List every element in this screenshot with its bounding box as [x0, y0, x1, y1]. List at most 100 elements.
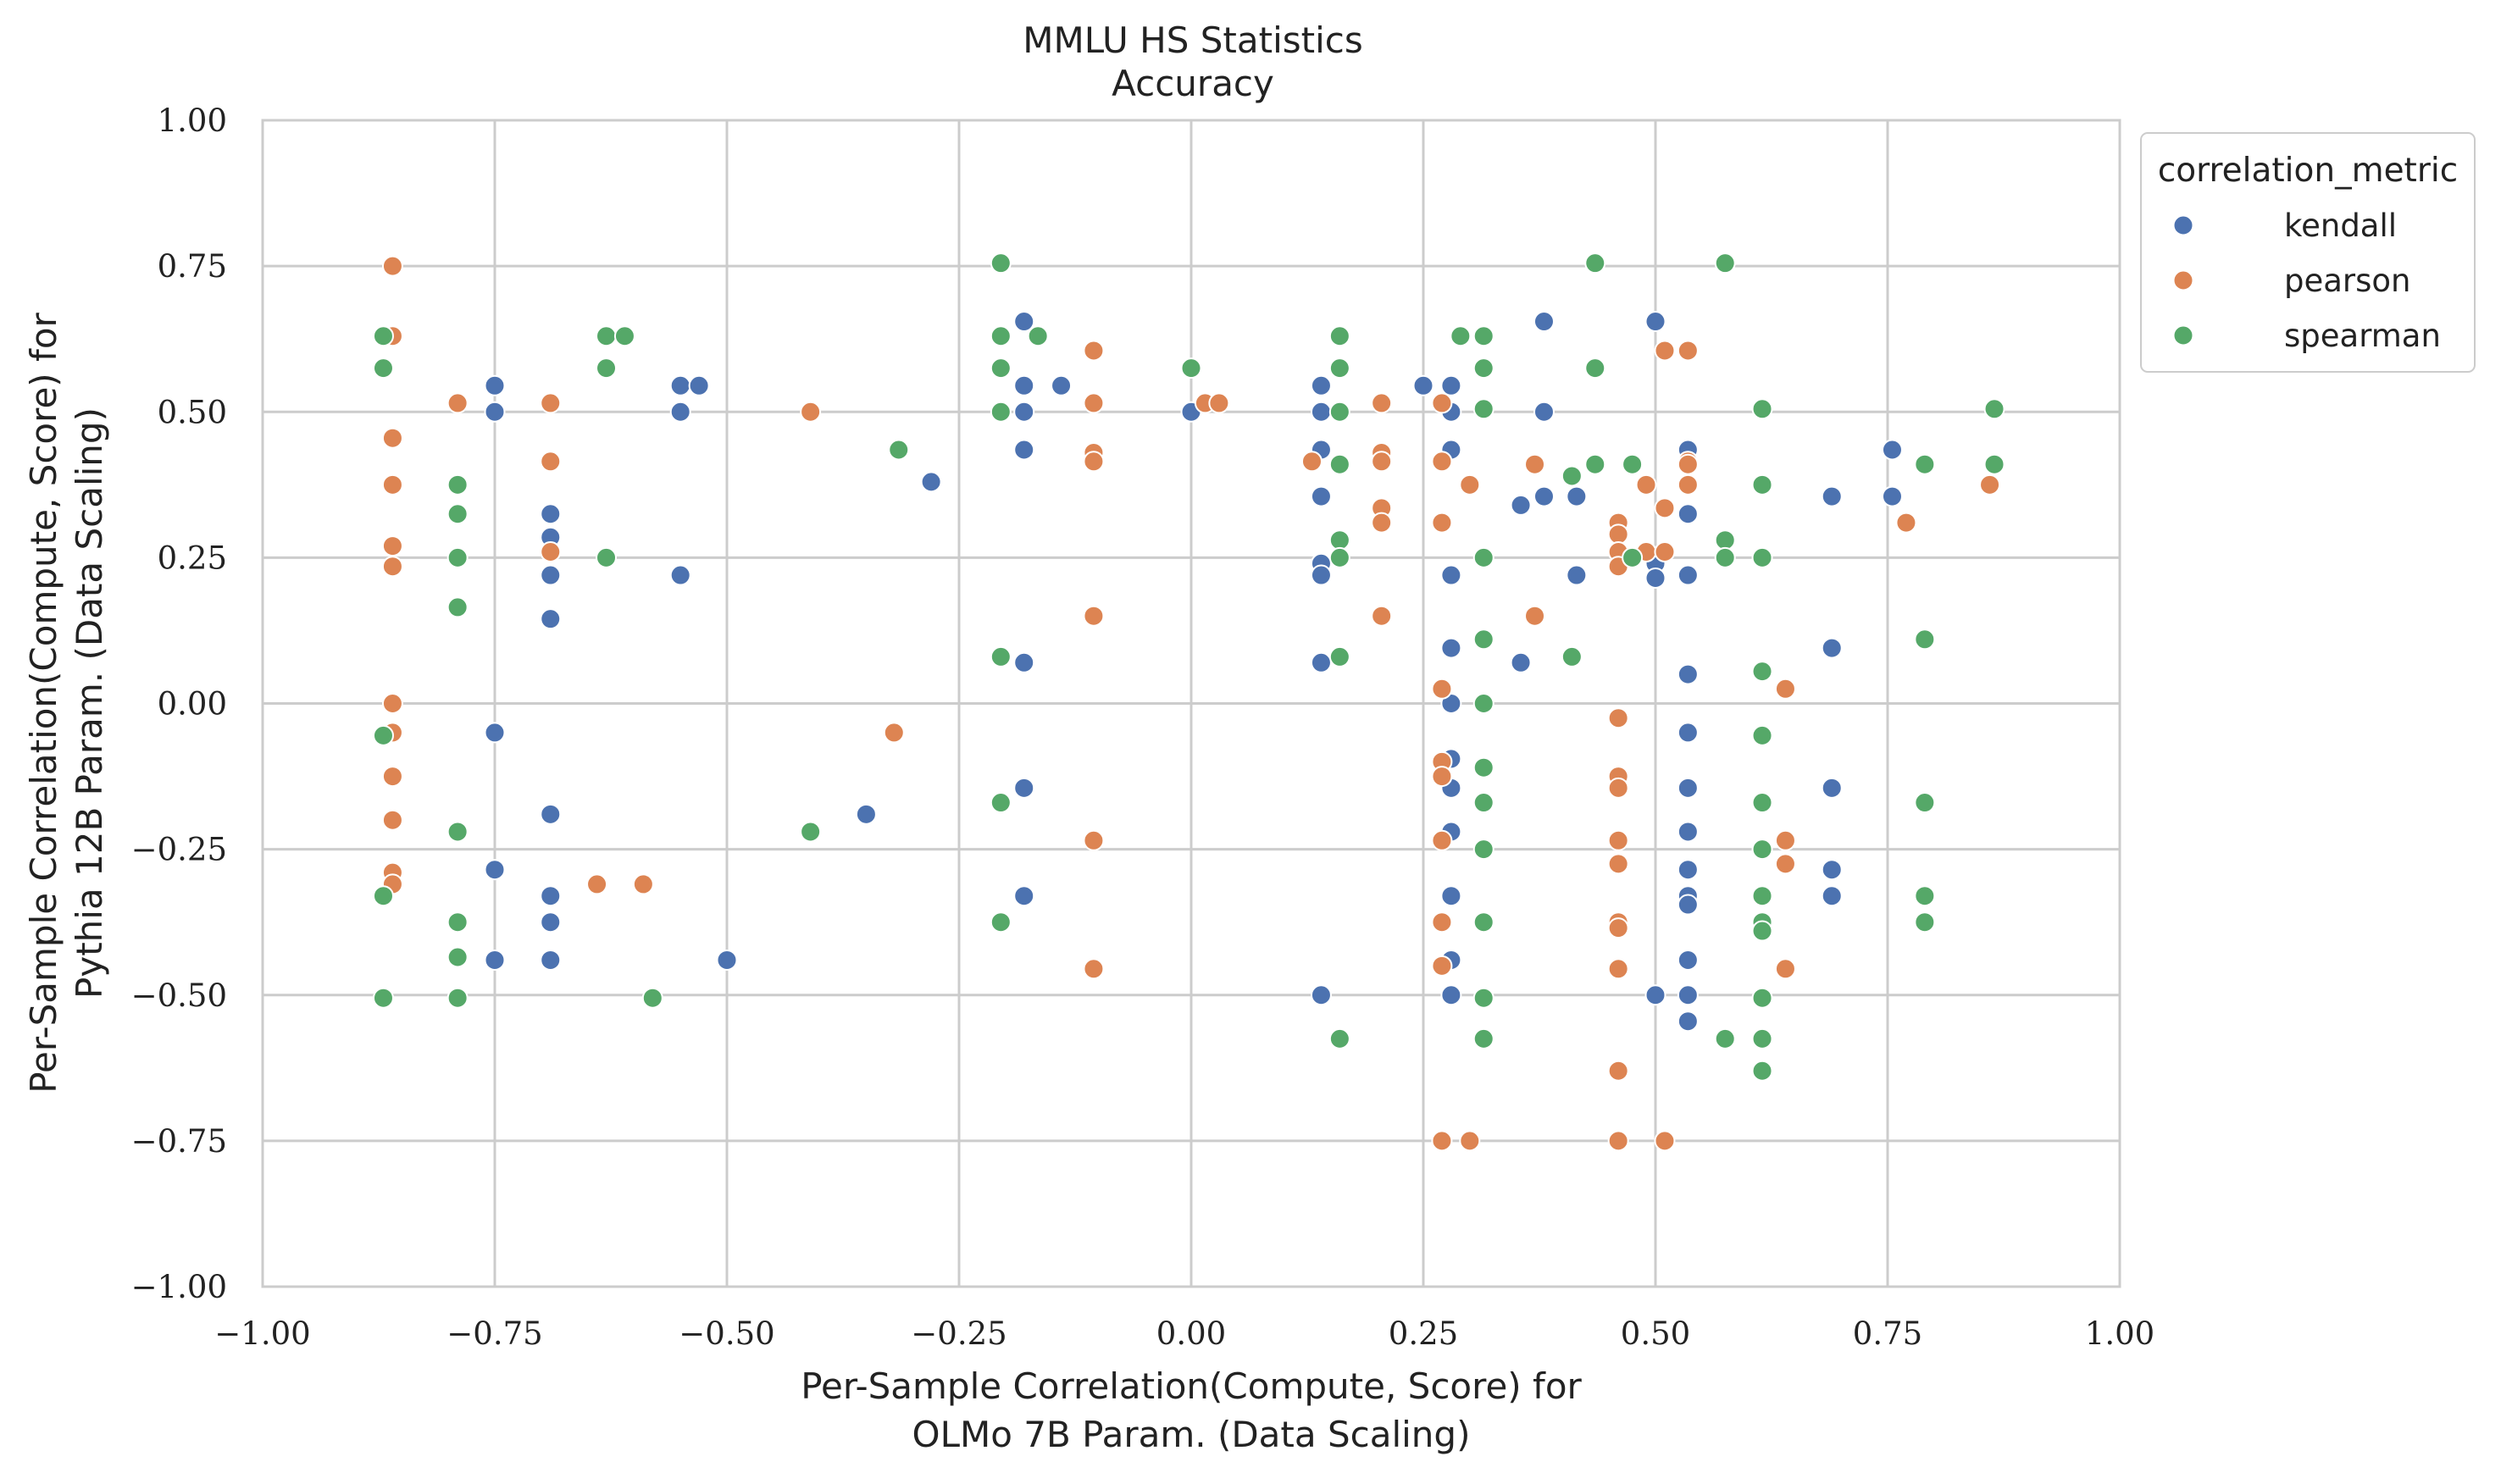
point-pearson [1607, 1130, 1629, 1152]
point-spearman [1751, 920, 1773, 942]
point-spearman [1914, 628, 1936, 651]
point-kendall [1881, 485, 1903, 507]
point-kendall [484, 374, 506, 396]
y-tick-label: 0.25 [158, 540, 227, 576]
point-spearman [1622, 453, 1644, 475]
point-kendall [1013, 651, 1035, 673]
legend-marker-pearson [2172, 269, 2194, 291]
x-axis-label-line-1: Per-Sample Correlation(Compute, Score) f… [801, 1365, 1582, 1407]
point-spearman [1472, 693, 1494, 714]
plot-frame [261, 119, 2121, 1288]
point-pearson [1431, 955, 1453, 977]
point-spearman [446, 987, 469, 1009]
y-tick-labels: −1.00 −0.75 −0.50 −0.25 0.00 0.25 0.50 0.75 1.00 [131, 102, 227, 1305]
point-pearson [1083, 958, 1105, 980]
point-spearman [1751, 473, 1773, 496]
legend-items: kendall pearson spearman [2172, 208, 2441, 354]
point-kendall [1566, 564, 1588, 586]
point-spearman [888, 439, 910, 461]
legend: correlation_metric kendall pearson spearma… [2140, 132, 2476, 373]
point-spearman [1561, 465, 1583, 487]
x-tick-label: −0.25 [911, 1315, 1006, 1352]
point-pearson [381, 693, 403, 714]
point-spearman [446, 821, 469, 843]
point-pearson [446, 392, 469, 414]
point-spearman [1472, 987, 1494, 1009]
point-spearman [1561, 645, 1583, 667]
point-pearson [1654, 540, 1676, 562]
point-kendall [1821, 859, 1843, 881]
point-pearson [540, 451, 562, 473]
point-kendall [1644, 311, 1666, 333]
point-pearson [1607, 777, 1629, 799]
y-tick-label: 1.00 [158, 102, 227, 139]
point-pearson [1774, 958, 1796, 980]
point-spearman [1180, 357, 1202, 379]
point-spearman [446, 596, 469, 618]
y-tick-label: −0.50 [131, 977, 227, 1014]
point-pearson [1459, 1130, 1481, 1152]
point-kendall [1677, 663, 1699, 685]
point-kendall [540, 949, 562, 971]
point-spearman [1751, 885, 1773, 907]
point-kendall [1310, 651, 1332, 673]
point-spearman [1472, 325, 1494, 347]
point-spearman [1751, 839, 1773, 861]
point-pearson [381, 255, 403, 277]
point-pearson [1083, 829, 1105, 851]
point-spearman [1751, 987, 1773, 1009]
point-spearman [1714, 1027, 1736, 1049]
point-spearman [1622, 546, 1644, 568]
point-spearman [446, 503, 469, 525]
point-kendall [855, 803, 877, 825]
point-kendall [1677, 1011, 1699, 1033]
y-tick-label: −0.75 [131, 1123, 227, 1160]
point-pearson [1607, 853, 1629, 875]
x-axis-label-line-2: OLMo 7B Param. (Data Scaling) [912, 1414, 1471, 1455]
point-pearson [381, 427, 403, 449]
point-kendall [540, 503, 562, 525]
point-pearson [1431, 678, 1453, 700]
point-spearman [1472, 1027, 1494, 1049]
legend-label-spearman: spearman [2284, 318, 2441, 354]
point-spearman [1472, 628, 1494, 651]
legend-label-kendall: kendall [2284, 208, 2397, 244]
point-spearman [1751, 792, 1773, 814]
point-kendall [669, 401, 691, 423]
point-pearson [1607, 1060, 1629, 1082]
point-pearson [1083, 340, 1105, 362]
x-tick-label: −0.75 [446, 1315, 542, 1352]
point-kendall [540, 608, 562, 630]
point-spearman [1751, 546, 1773, 568]
x-tick-label: 0.00 [1156, 1315, 1226, 1352]
point-kendall [1533, 401, 1555, 423]
point-pearson [1431, 512, 1453, 534]
point-kendall [1510, 494, 1532, 516]
point-pearson [1524, 453, 1546, 475]
point-pearson [1979, 473, 2001, 496]
point-pearson [1431, 1130, 1453, 1152]
x-tick-labels: −1.00 −0.75 −0.50 −0.25 0.00 0.25 0.50 0.75 1.00 [214, 1315, 2154, 1352]
point-kendall [1310, 984, 1332, 1006]
point-kendall [1677, 777, 1699, 799]
point-spearman [1751, 661, 1773, 683]
point-kendall [484, 401, 506, 423]
point-spearman [1472, 546, 1494, 568]
point-kendall [1013, 777, 1035, 799]
point-kendall [1566, 485, 1588, 507]
series-kendall [484, 311, 1903, 1033]
point-kendall [1440, 637, 1462, 659]
point-spearman [1472, 839, 1494, 861]
point-spearman [1751, 1027, 1773, 1049]
chart-subtitle: Accuracy [1112, 63, 1274, 104]
point-kendall [540, 885, 562, 907]
point-kendall [1677, 984, 1699, 1006]
point-pearson [381, 473, 403, 496]
point-spearman [1751, 398, 1773, 420]
point-spearman [1983, 398, 2005, 420]
point-spearman [1914, 911, 1936, 933]
point-spearman [1450, 325, 1472, 347]
point-spearman [1472, 792, 1494, 814]
chart-title: MMLU HS Statistics [1023, 19, 1362, 61]
